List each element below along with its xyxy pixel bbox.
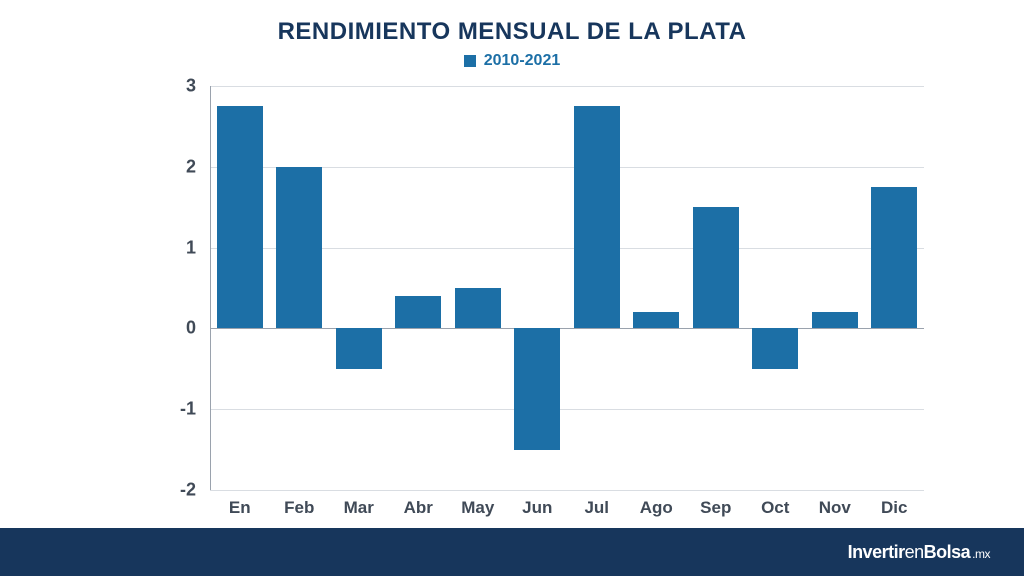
bar: [276, 167, 322, 329]
y-tick-label: 0: [186, 318, 210, 339]
x-tick-label: En: [229, 498, 251, 518]
brand-part-bold2: Bolsa: [924, 542, 971, 562]
x-tick-label: May: [461, 498, 494, 518]
x-tick-label: Oct: [761, 498, 789, 518]
bar: [455, 288, 501, 328]
y-tick-label: 2: [186, 156, 210, 177]
chart-area: -2 -1 0 1 2 3 En Feb Mar Abr May Jun Jul Ago Sep Oct Nov…: [0, 70, 1024, 528]
x-tick-label: Nov: [819, 498, 851, 518]
grid-line: [210, 409, 924, 410]
chart: -2 -1 0 1 2 3 En Feb Mar Abr May Jun Jul Ago Sep Oct Nov…: [30, 78, 994, 528]
bar: [871, 187, 917, 328]
bar: [693, 207, 739, 328]
y-tick-label: -1: [180, 399, 210, 420]
grid-line: [210, 490, 924, 491]
x-tick-label: Mar: [344, 498, 374, 518]
bar: [217, 106, 263, 328]
brand-part-bold: Invertir: [848, 542, 905, 562]
legend-label: 2010-2021: [484, 52, 561, 70]
x-tick-label: Jul: [584, 498, 609, 518]
brand-part-thin: en: [905, 542, 924, 562]
brand-suffix: .mx: [972, 547, 990, 561]
bar: [752, 328, 798, 368]
chart-title: RENDIMIENTO MENSUAL DE LA PLATA: [0, 18, 1024, 46]
y-tick-label: 1: [186, 237, 210, 258]
plot-area: -2-10123EnFebMarAbrMayJunJulAgoSepOctNov…: [210, 86, 924, 490]
legend-swatch: [464, 55, 476, 67]
page: RENDIMIENTO MENSUAL DE LA PLATA 2010-202…: [0, 0, 1024, 576]
zero-axis: [210, 328, 924, 329]
legend: 2010-2021: [0, 52, 1024, 70]
x-tick-label: Abr: [404, 498, 433, 518]
bar: [633, 312, 679, 328]
bar: [395, 296, 441, 328]
y-axis-line: [210, 86, 211, 490]
bar: [336, 328, 382, 368]
bar: [574, 106, 620, 328]
brand-logo: InvertirenBolsa.mx: [848, 542, 990, 563]
footer-bar: InvertirenBolsa.mx: [0, 528, 1024, 576]
x-tick-label: Jun: [522, 498, 552, 518]
x-tick-label: Feb: [284, 498, 314, 518]
bar: [812, 312, 858, 328]
x-tick-label: Ago: [640, 498, 673, 518]
x-tick-label: Sep: [700, 498, 731, 518]
y-tick-label: 3: [186, 76, 210, 97]
grid-line: [210, 86, 924, 87]
bar: [514, 328, 560, 449]
y-tick-label: -2: [180, 480, 210, 501]
x-tick-label: Dic: [881, 498, 907, 518]
